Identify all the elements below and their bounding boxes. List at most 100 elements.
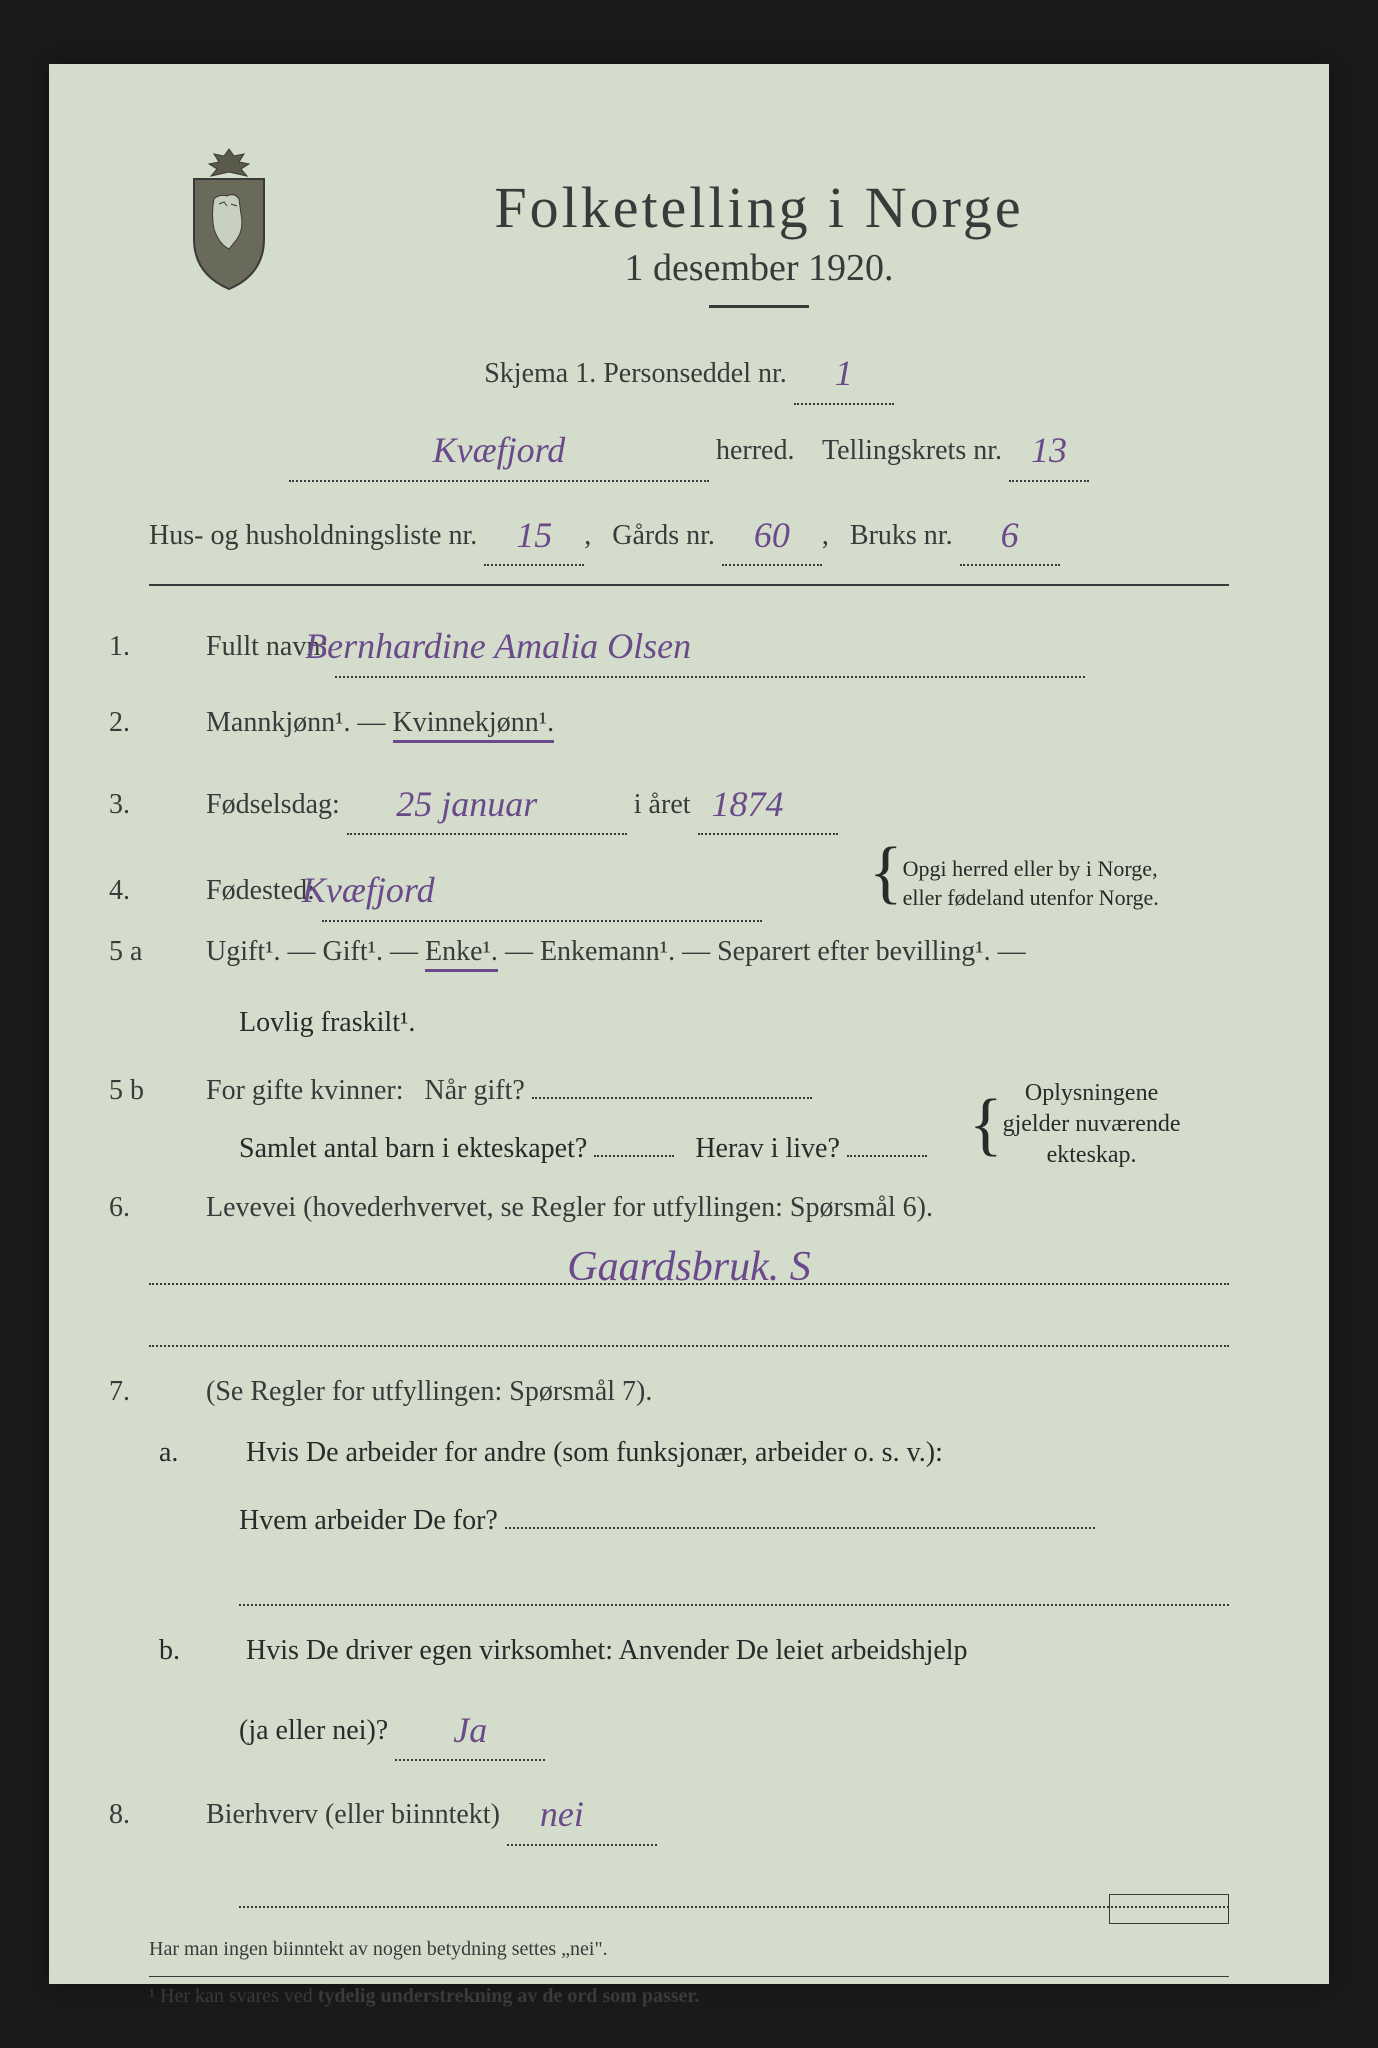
q2-male: Mannkjønn¹. bbox=[206, 707, 351, 738]
q5b-when: Når gift? bbox=[425, 1075, 525, 1106]
husliste-line: Hus- og husholdningsliste nr. 15, Gårds … bbox=[149, 500, 1229, 567]
main-title: Folketelling i Norge bbox=[289, 174, 1229, 241]
question-5a-cont: Lovlig fraskilt¹. bbox=[149, 998, 1229, 1048]
q5b-alive: Herav i live? bbox=[695, 1133, 840, 1164]
title-underline bbox=[709, 305, 809, 308]
footnote-2: ¹ Her kan svares ved tydelig understrekn… bbox=[149, 1976, 1229, 2008]
gards-field: 60 bbox=[722, 500, 822, 567]
bruks-field: 6 bbox=[960, 500, 1060, 567]
section-divider bbox=[149, 584, 1229, 586]
q4-note-line2: eller fødeland utenfor Norge. bbox=[903, 885, 1159, 910]
q7a-field bbox=[505, 1527, 1095, 1529]
footnote-2-bold: tydelig understrekning av de ord som pas… bbox=[318, 1985, 700, 2007]
q8-num: 8. bbox=[149, 1790, 199, 1840]
q4-value: Kvæfjord bbox=[302, 870, 435, 910]
herred-line: Kvæfjord herred. Tellingskrets nr. 13 bbox=[149, 415, 1229, 482]
question-7b-sub: (ja eller nei)? Ja bbox=[149, 1695, 1229, 1762]
census-form-document: Folketelling i Norge 1 desember 1920. Sk… bbox=[49, 64, 1329, 1984]
q6-value: Gaardsbruk. S bbox=[567, 1244, 810, 1290]
bruks-value: 6 bbox=[1001, 515, 1019, 555]
q1-field: Bernhardine Amalia Olsen bbox=[335, 611, 1085, 678]
tellingskrets-value: 13 bbox=[1031, 430, 1067, 470]
gards-label: Gårds nr. bbox=[612, 520, 715, 551]
q2-dash: — bbox=[358, 707, 393, 738]
q8-field: nei bbox=[507, 1779, 657, 1846]
q8-answer-line bbox=[239, 1866, 1229, 1908]
q5b-children: Samlet antal barn i ekteskapet? bbox=[239, 1133, 587, 1164]
printer-stamp bbox=[1109, 1894, 1229, 1924]
q8-value: nei bbox=[540, 1794, 584, 1834]
q3-day-field: 25 januar bbox=[347, 769, 627, 836]
q5a-opt2: Gift¹. bbox=[323, 936, 384, 967]
schema-label: Skjema 1. Personseddel nr. bbox=[484, 358, 787, 389]
q3-year-label: i året bbox=[634, 789, 691, 820]
q5a-opt1: Ugift¹. bbox=[206, 936, 281, 967]
husliste-value: 15 bbox=[516, 515, 552, 555]
schema-nr-field: 1 bbox=[794, 338, 894, 405]
q5b-num: 5 b bbox=[149, 1066, 199, 1116]
question-7a-sub: Hvem arbeider De for? bbox=[149, 1496, 1229, 1546]
q5b-when-field bbox=[532, 1097, 812, 1099]
q4-label: Fødested: bbox=[206, 875, 315, 906]
q7a-sublabel: Hvem arbeider De for? bbox=[239, 1505, 498, 1536]
q4-note-line1: Opgi herred eller by i Norge, bbox=[903, 856, 1158, 881]
q2-num: 2. bbox=[149, 698, 199, 748]
coat-of-arms-svg bbox=[169, 144, 289, 294]
q6-answer-field: Gaardsbruk. S bbox=[149, 1243, 1229, 1285]
herred-label: herred. bbox=[716, 435, 795, 466]
q7a-answer-line bbox=[239, 1564, 1229, 1606]
q7-num: 7. bbox=[149, 1367, 199, 1417]
q7-label: (Se Regler for utfyllingen: Spørsmål 7). bbox=[206, 1376, 652, 1407]
q3-label: Fødselsdag: bbox=[206, 789, 340, 820]
question-7: 7. (Se Regler for utfyllingen: Spørsmål … bbox=[149, 1367, 1229, 1417]
question-1: 1. Fullt navn: Bernhardine Amalia Olsen bbox=[149, 611, 1229, 678]
q5b-note2: gjelder nuværende bbox=[1003, 1111, 1181, 1137]
sub-title: 1 desember 1920. bbox=[289, 246, 1229, 290]
header-section: Folketelling i Norge 1 desember 1920. bbox=[149, 174, 1229, 308]
bruks-label: Bruks nr. bbox=[850, 520, 953, 551]
tellingskrets-field: 13 bbox=[1009, 415, 1089, 482]
q7b-label: Hvis De driver egen virksomhet: Anvender… bbox=[246, 1635, 968, 1666]
q4-field: Kvæfjord bbox=[322, 855, 762, 922]
q3-year-field: 1874 bbox=[698, 769, 838, 836]
herred-value: Kvæfjord bbox=[433, 430, 566, 470]
husliste-label: Hus- og husholdningsliste nr. bbox=[149, 520, 477, 551]
q1-value: Bernhardine Amalia Olsen bbox=[305, 626, 691, 666]
question-5b: 5 b For gifte kvinner: Når gift? Samlet … bbox=[149, 1066, 1229, 1183]
q5b-children-field bbox=[594, 1155, 674, 1157]
q5b-label: For gifte kvinner: bbox=[206, 1075, 404, 1106]
footnote-2-prefix: ¹ Her kan svares ved bbox=[149, 1985, 318, 2007]
q7b-sublabel: (ja eller nei)? bbox=[239, 1715, 388, 1746]
q5a-opt5: Separert efter bevilling¹. bbox=[717, 936, 991, 967]
question-4: 4. Fødested: Kvæfjord { Opgi herred elle… bbox=[149, 855, 1229, 927]
q6-num: 6. bbox=[149, 1183, 199, 1233]
footnote-1: Har man ingen biinntekt av nogen betydni… bbox=[149, 1938, 1229, 1961]
q5a-num: 5 a bbox=[149, 927, 199, 977]
herred-field: Kvæfjord bbox=[289, 415, 709, 482]
husliste-field: 15 bbox=[484, 500, 584, 567]
q5a-opt3: Enke¹. bbox=[425, 936, 498, 972]
brace-icon: { bbox=[869, 855, 903, 890]
brace-icon-2: { bbox=[969, 1107, 1003, 1142]
question-8: 8. Bierhverv (eller biinntekt) nei bbox=[149, 1779, 1229, 1846]
q5b-note3: ekteskap. bbox=[1047, 1142, 1137, 1168]
q7b-field: Ja bbox=[395, 1695, 545, 1762]
q7a-num: a. bbox=[199, 1428, 239, 1478]
q5b-alive-field bbox=[847, 1155, 927, 1157]
q6-answer-field-2 bbox=[149, 1305, 1229, 1347]
coat-of-arms-icon bbox=[169, 144, 289, 294]
question-2: 2. Mannkjønn¹. — Kvinnekjønn¹. bbox=[149, 698, 1229, 748]
gards-value: 60 bbox=[754, 515, 790, 555]
q4-num: 4. bbox=[149, 866, 199, 916]
q5b-note1: Oplysningene bbox=[1025, 1080, 1158, 1106]
q8-label: Bierhverv (eller biinntekt) bbox=[206, 1799, 500, 1830]
q5a-opt6: Lovlig fraskilt¹. bbox=[239, 1007, 415, 1038]
q6-label: Levevei (hovederhvervet, se Regler for u… bbox=[206, 1192, 933, 1223]
question-5a: 5 a Ugift¹. — Gift¹. — Enke¹. — Enkemann… bbox=[149, 927, 1229, 977]
question-6: 6. Levevei (hovederhvervet, se Regler fo… bbox=[149, 1183, 1229, 1233]
q5a-opt4: Enkemann¹. bbox=[540, 936, 675, 967]
q7b-num: b. bbox=[199, 1626, 239, 1676]
question-7a: a. Hvis De arbeider for andre (som funks… bbox=[149, 1428, 1229, 1478]
question-3: 3. Fødselsdag: 25 januar i året 1874 bbox=[149, 769, 1229, 836]
q7b-value: Ja bbox=[453, 1710, 487, 1750]
